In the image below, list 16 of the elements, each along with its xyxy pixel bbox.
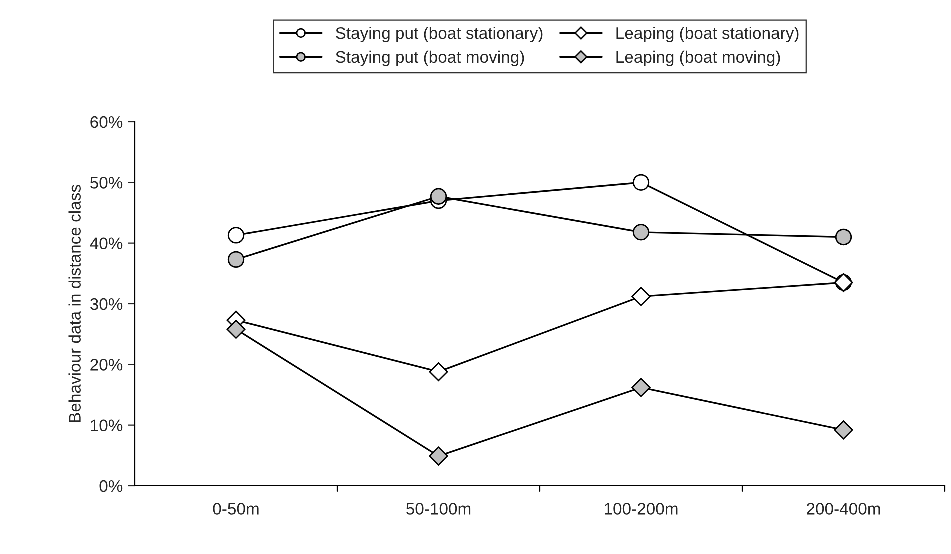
x-tick-label: 100-200m	[605, 503, 678, 515]
y-tick-label: 60%	[90, 116, 123, 128]
x-tick-label: 50-100m	[406, 503, 471, 515]
legend-label: Leaping (boat stationary)	[616, 27, 799, 43]
legend-label: Staying put (boat moving)	[336, 50, 524, 66]
y-tick-label: 40%	[90, 238, 123, 250]
legend-label: Staying put (boat stationary)	[336, 27, 543, 43]
y-tick-label: 30%	[90, 298, 123, 310]
legend-label: Leaping (boat moving)	[616, 50, 780, 66]
x-tick-label: 200-400m	[807, 503, 880, 515]
y-tick-label: 0%	[100, 480, 123, 492]
y-tick-label: 50%	[90, 177, 123, 189]
x-tick-label: 0-50m	[213, 503, 259, 515]
y-axis-title: Behaviour data in distance class	[68, 185, 81, 422]
y-tick-label: 10%	[91, 420, 123, 432]
y-tick-label: 20%	[90, 359, 123, 371]
